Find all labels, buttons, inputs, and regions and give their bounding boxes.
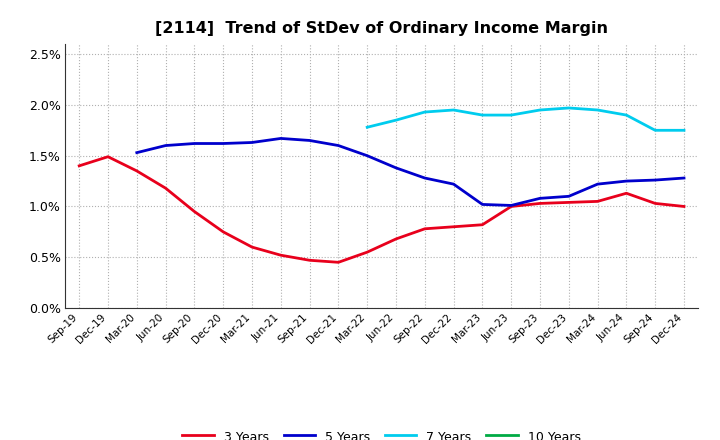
3 Years xyxy=(392,236,400,242)
3 Years xyxy=(363,249,372,255)
7 Years xyxy=(449,107,458,113)
5 Years xyxy=(248,140,256,145)
7 Years xyxy=(363,125,372,130)
5 Years xyxy=(420,176,429,181)
Line: 3 Years: 3 Years xyxy=(79,157,684,262)
3 Years xyxy=(219,229,228,235)
3 Years xyxy=(536,201,544,206)
Legend: 3 Years, 5 Years, 7 Years, 10 Years: 3 Years, 5 Years, 7 Years, 10 Years xyxy=(177,425,586,440)
3 Years xyxy=(478,222,487,227)
5 Years xyxy=(507,203,516,208)
7 Years xyxy=(564,105,573,110)
3 Years xyxy=(334,260,343,265)
5 Years xyxy=(305,138,314,143)
7 Years xyxy=(536,107,544,113)
7 Years xyxy=(651,128,660,133)
3 Years xyxy=(507,204,516,209)
7 Years xyxy=(478,113,487,118)
5 Years xyxy=(564,194,573,199)
3 Years xyxy=(449,224,458,229)
3 Years xyxy=(248,245,256,250)
5 Years xyxy=(392,165,400,171)
Line: 7 Years: 7 Years xyxy=(367,108,684,130)
Line: 5 Years: 5 Years xyxy=(137,139,684,205)
3 Years xyxy=(75,163,84,169)
3 Years xyxy=(305,258,314,263)
3 Years xyxy=(132,168,141,173)
3 Years xyxy=(104,154,112,159)
5 Years xyxy=(161,143,170,148)
3 Years xyxy=(276,253,285,258)
7 Years xyxy=(622,113,631,118)
5 Years xyxy=(132,150,141,155)
5 Years xyxy=(276,136,285,141)
3 Years xyxy=(651,201,660,206)
5 Years xyxy=(449,181,458,187)
3 Years xyxy=(420,226,429,231)
5 Years xyxy=(363,153,372,158)
3 Years xyxy=(622,191,631,196)
3 Years xyxy=(161,186,170,191)
5 Years xyxy=(190,141,199,146)
3 Years xyxy=(593,199,602,204)
5 Years xyxy=(622,179,631,184)
5 Years xyxy=(478,202,487,207)
7 Years xyxy=(507,113,516,118)
7 Years xyxy=(593,107,602,113)
5 Years xyxy=(536,196,544,201)
5 Years xyxy=(593,181,602,187)
3 Years xyxy=(190,209,199,214)
7 Years xyxy=(680,128,688,133)
7 Years xyxy=(420,110,429,115)
5 Years xyxy=(680,176,688,181)
Title: [2114]  Trend of StDev of Ordinary Income Margin: [2114] Trend of StDev of Ordinary Income… xyxy=(155,21,608,36)
5 Years xyxy=(334,143,343,148)
3 Years xyxy=(680,204,688,209)
7 Years xyxy=(392,117,400,123)
3 Years xyxy=(564,200,573,205)
5 Years xyxy=(219,141,228,146)
5 Years xyxy=(651,177,660,183)
